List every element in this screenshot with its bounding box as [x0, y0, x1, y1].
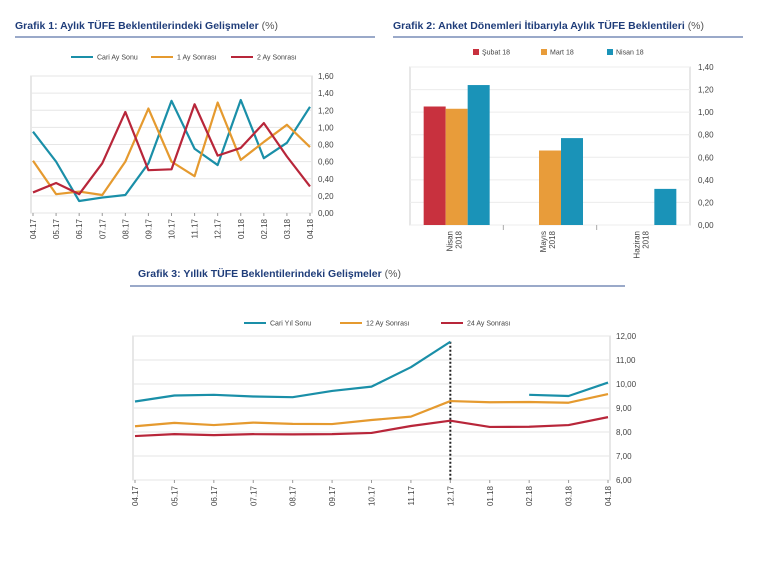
chart1-y-tick-label: 0,40	[318, 175, 334, 184]
chart3-x-tick-label: 02.18	[525, 485, 534, 506]
chart1-y-tick-label: 1,20	[318, 106, 334, 115]
chart3-y-tick-label: 10,00	[616, 380, 637, 389]
chart2-x-tick-label: Mayıs	[539, 231, 548, 252]
chart3-y-tick-label: 6,00	[616, 476, 632, 485]
chart3-title-text: Grafik 3: Yıllık TÜFE Beklentilerindeki …	[138, 268, 382, 280]
chart3-legend-label: 12 Ay Sonrası	[366, 321, 410, 328]
chart3-legend-label: 24 Ay Sonrası	[467, 321, 511, 328]
chart3-y-tick-label: 9,00	[616, 404, 632, 413]
chart1-x-tick-label: 04.17	[29, 218, 38, 239]
chart2-x-tick-label: 2018	[548, 230, 557, 248]
chart3-series-line	[134, 416, 609, 438]
chart3-y-tick-label: 7,00	[616, 452, 632, 461]
chart2-y-tick-label: 0,60	[698, 153, 714, 162]
chart1-series-line	[32, 101, 311, 197]
chart1-y-tick-label: 0,60	[318, 158, 334, 167]
chart1-series-line	[32, 98, 311, 203]
chart1-x-tick-label: 06.17	[75, 218, 84, 239]
chart2-bar	[445, 108, 468, 225]
chart1-x-tick-label: 08.17	[121, 218, 130, 239]
chart1-x-tick-label: 12.17	[214, 218, 223, 239]
chart2-bar	[654, 188, 677, 225]
chart2-title-text: Grafik 2: Anket Dönemleri İtibarıyla Ayl…	[393, 20, 685, 32]
chart3-x-tick-label: 07.17	[249, 485, 258, 506]
chart2-legend-swatch	[541, 49, 547, 55]
chart1-x-tick-label: 09.17	[144, 218, 153, 239]
chart3-legend-label: Cari Yıl Sonu	[270, 321, 311, 328]
chart2-y-tick-label: 0,80	[698, 131, 714, 140]
chart1-title-rule	[15, 36, 375, 38]
chart2-title-rule	[393, 36, 743, 38]
chart1-title-unit: (%)	[261, 20, 278, 32]
chart2-y-tick-label: 1,40	[698, 63, 714, 72]
chart3-series-line	[134, 340, 451, 403]
chart1-y-tick-label: 0,80	[318, 141, 334, 150]
chart3-title: Grafik 3: Yıllık TÜFE Beklentilerindeki …	[138, 268, 401, 280]
chart3-y-tick-label: 8,00	[616, 428, 632, 437]
chart3-x-tick-label: 06.17	[210, 485, 219, 506]
chart3-x-tick-label: 10.17	[368, 485, 377, 506]
chart3-x-tick-label: 04.17	[131, 485, 140, 506]
chart1-title-text: Grafik 1: Aylık TÜFE Beklentilerindeki G…	[15, 20, 259, 32]
chart2-x-tick-label: Nisan	[446, 231, 455, 251]
chart1-title: Grafik 1: Aylık TÜFE Beklentilerindeki G…	[15, 20, 278, 32]
chart3-title-rule	[130, 285, 625, 287]
chart1-x-tick-label: 03.18	[283, 218, 292, 239]
chart1-x-tick-label: 11.17	[191, 218, 200, 238]
chart3-y-tick-label: 11,00	[616, 356, 636, 365]
chart1-x-tick-label: 10.17	[168, 218, 177, 239]
chart2-legend-swatch	[607, 49, 613, 55]
chart3-x-tick-label: 03.18	[565, 485, 574, 506]
chart3-x-tick-label: 12.17	[446, 485, 455, 506]
chart2-y-tick-label: 1,20	[698, 86, 714, 95]
chart2-legend-label: Mart 18	[550, 50, 574, 57]
chart2-title: Grafik 2: Anket Dönemleri İtibarıyla Ayl…	[393, 20, 704, 32]
chart3-x-tick-label: 08.17	[289, 485, 298, 506]
chart1-y-tick-label: 0,00	[318, 209, 334, 218]
chart2-x-tick-label: 2018	[641, 230, 650, 248]
chart3-x-tick-label: 05.17	[170, 485, 179, 506]
chart1-legend-label: Cari Ay Sonu	[97, 55, 138, 62]
chart2-legend-label: Şubat 18	[482, 50, 510, 57]
chart1-x-tick-label: 04.18	[306, 218, 315, 239]
chart1-series-line	[32, 103, 311, 196]
chart1-x-tick-label: 01.18	[237, 218, 246, 239]
chart3-y-tick-label: 12,00	[616, 332, 637, 341]
chart1-y-tick-label: 1,60	[318, 72, 334, 81]
chart3-title-unit: (%)	[384, 268, 402, 280]
chart1-legend-label: 1 Ay Sonrası	[177, 55, 217, 62]
chart2-title-unit: (%)	[687, 20, 705, 32]
chart2-legend-swatch	[473, 49, 479, 55]
chart2-y-tick-label: 1,00	[698, 108, 714, 117]
chart1-x-tick-label: 05.17	[52, 218, 61, 239]
chart1-y-tick-label: 0,20	[318, 192, 334, 201]
chart3-series-line	[134, 393, 609, 428]
chart2-legend-label: Nisan 18	[616, 50, 644, 57]
chart2-bar	[467, 85, 490, 225]
chart3-series-line	[529, 381, 609, 398]
chart1-x-tick-label: 02.18	[260, 218, 269, 239]
chart2-y-tick-label: 0,00	[698, 221, 714, 230]
chart1-legend-label: 2 Ay Sonrası	[257, 55, 297, 62]
chart1-x-tick-label: 07.17	[98, 218, 107, 239]
chart3-x-tick-label: 04.18	[604, 485, 613, 506]
chart2-bar	[561, 138, 583, 225]
chart2-bar	[423, 106, 446, 225]
chart3-x-tick-label: 11.17	[407, 485, 416, 505]
chart2-y-tick-label: 0,40	[698, 176, 714, 185]
chart2-x-tick-label: Haziran	[632, 231, 641, 259]
chart1-y-tick-label: 1,00	[318, 123, 334, 132]
chart2-y-tick-label: 0,20	[698, 198, 714, 207]
chart2-bar	[539, 150, 561, 225]
chart1-y-tick-label: 1,40	[318, 89, 334, 98]
chart2-x-tick-label: 2018	[455, 230, 464, 248]
chart3-x-tick-label: 01.18	[486, 485, 495, 506]
chart3-x-tick-label: 09.17	[328, 485, 337, 506]
